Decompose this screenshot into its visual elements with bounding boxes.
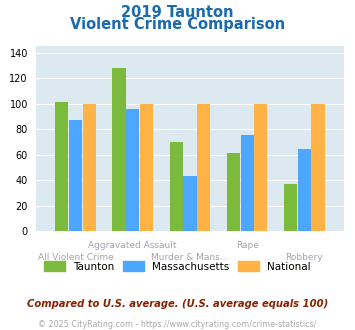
Text: Aggravated Assault: Aggravated Assault	[88, 241, 177, 250]
Bar	[126, 109, 139, 231]
Text: Robbery: Robbery	[285, 253, 323, 262]
Bar	[254, 104, 267, 231]
Bar	[183, 176, 197, 231]
Text: Murder & Mans...: Murder & Mans...	[151, 253, 229, 262]
Bar	[69, 120, 82, 231]
Bar	[140, 104, 153, 231]
Legend: Taunton, Massachusetts, National: Taunton, Massachusetts, National	[42, 259, 313, 274]
Bar	[284, 184, 297, 231]
Bar	[83, 104, 96, 231]
Text: All Violent Crime: All Violent Crime	[38, 253, 113, 262]
Text: Rape: Rape	[236, 241, 258, 250]
Text: 2019 Taunton: 2019 Taunton	[121, 5, 234, 20]
Bar	[113, 68, 126, 231]
Bar	[298, 149, 311, 231]
Bar	[197, 104, 210, 231]
Bar	[241, 135, 254, 231]
Bar	[311, 104, 324, 231]
Bar	[55, 102, 69, 231]
Text: Violent Crime Comparison: Violent Crime Comparison	[70, 16, 285, 31]
Bar	[170, 142, 183, 231]
Bar	[227, 153, 240, 231]
Text: © 2025 CityRating.com - https://www.cityrating.com/crime-statistics/: © 2025 CityRating.com - https://www.city…	[38, 320, 317, 329]
Text: Compared to U.S. average. (U.S. average equals 100): Compared to U.S. average. (U.S. average …	[27, 299, 328, 309]
